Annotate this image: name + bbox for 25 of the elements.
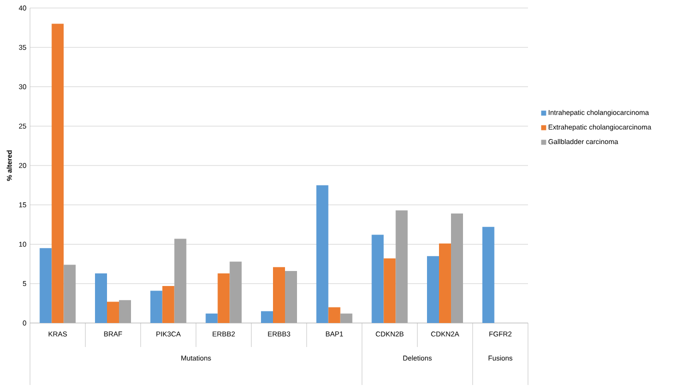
- bar: [384, 258, 396, 323]
- bar: [451, 214, 464, 323]
- bar: [95, 273, 108, 323]
- bar: [482, 226, 494, 323]
- bar: [64, 264, 76, 323]
- bar: [285, 271, 297, 323]
- bar: [119, 300, 132, 323]
- bar: [316, 185, 328, 323]
- bar: [427, 256, 440, 323]
- bar: [230, 262, 242, 323]
- bar: [150, 290, 162, 323]
- bar: [218, 273, 230, 323]
- bar: [162, 286, 174, 323]
- bar: [372, 234, 384, 323]
- bar: [328, 307, 340, 323]
- bar: [40, 248, 52, 323]
- bar: [273, 267, 286, 323]
- bar: [340, 314, 352, 323]
- bar: [107, 302, 119, 323]
- bar: [206, 314, 218, 323]
- bar: [396, 210, 408, 323]
- bar: [439, 243, 451, 323]
- bar: [174, 238, 186, 323]
- bar: [261, 311, 273, 323]
- bar: [52, 24, 64, 323]
